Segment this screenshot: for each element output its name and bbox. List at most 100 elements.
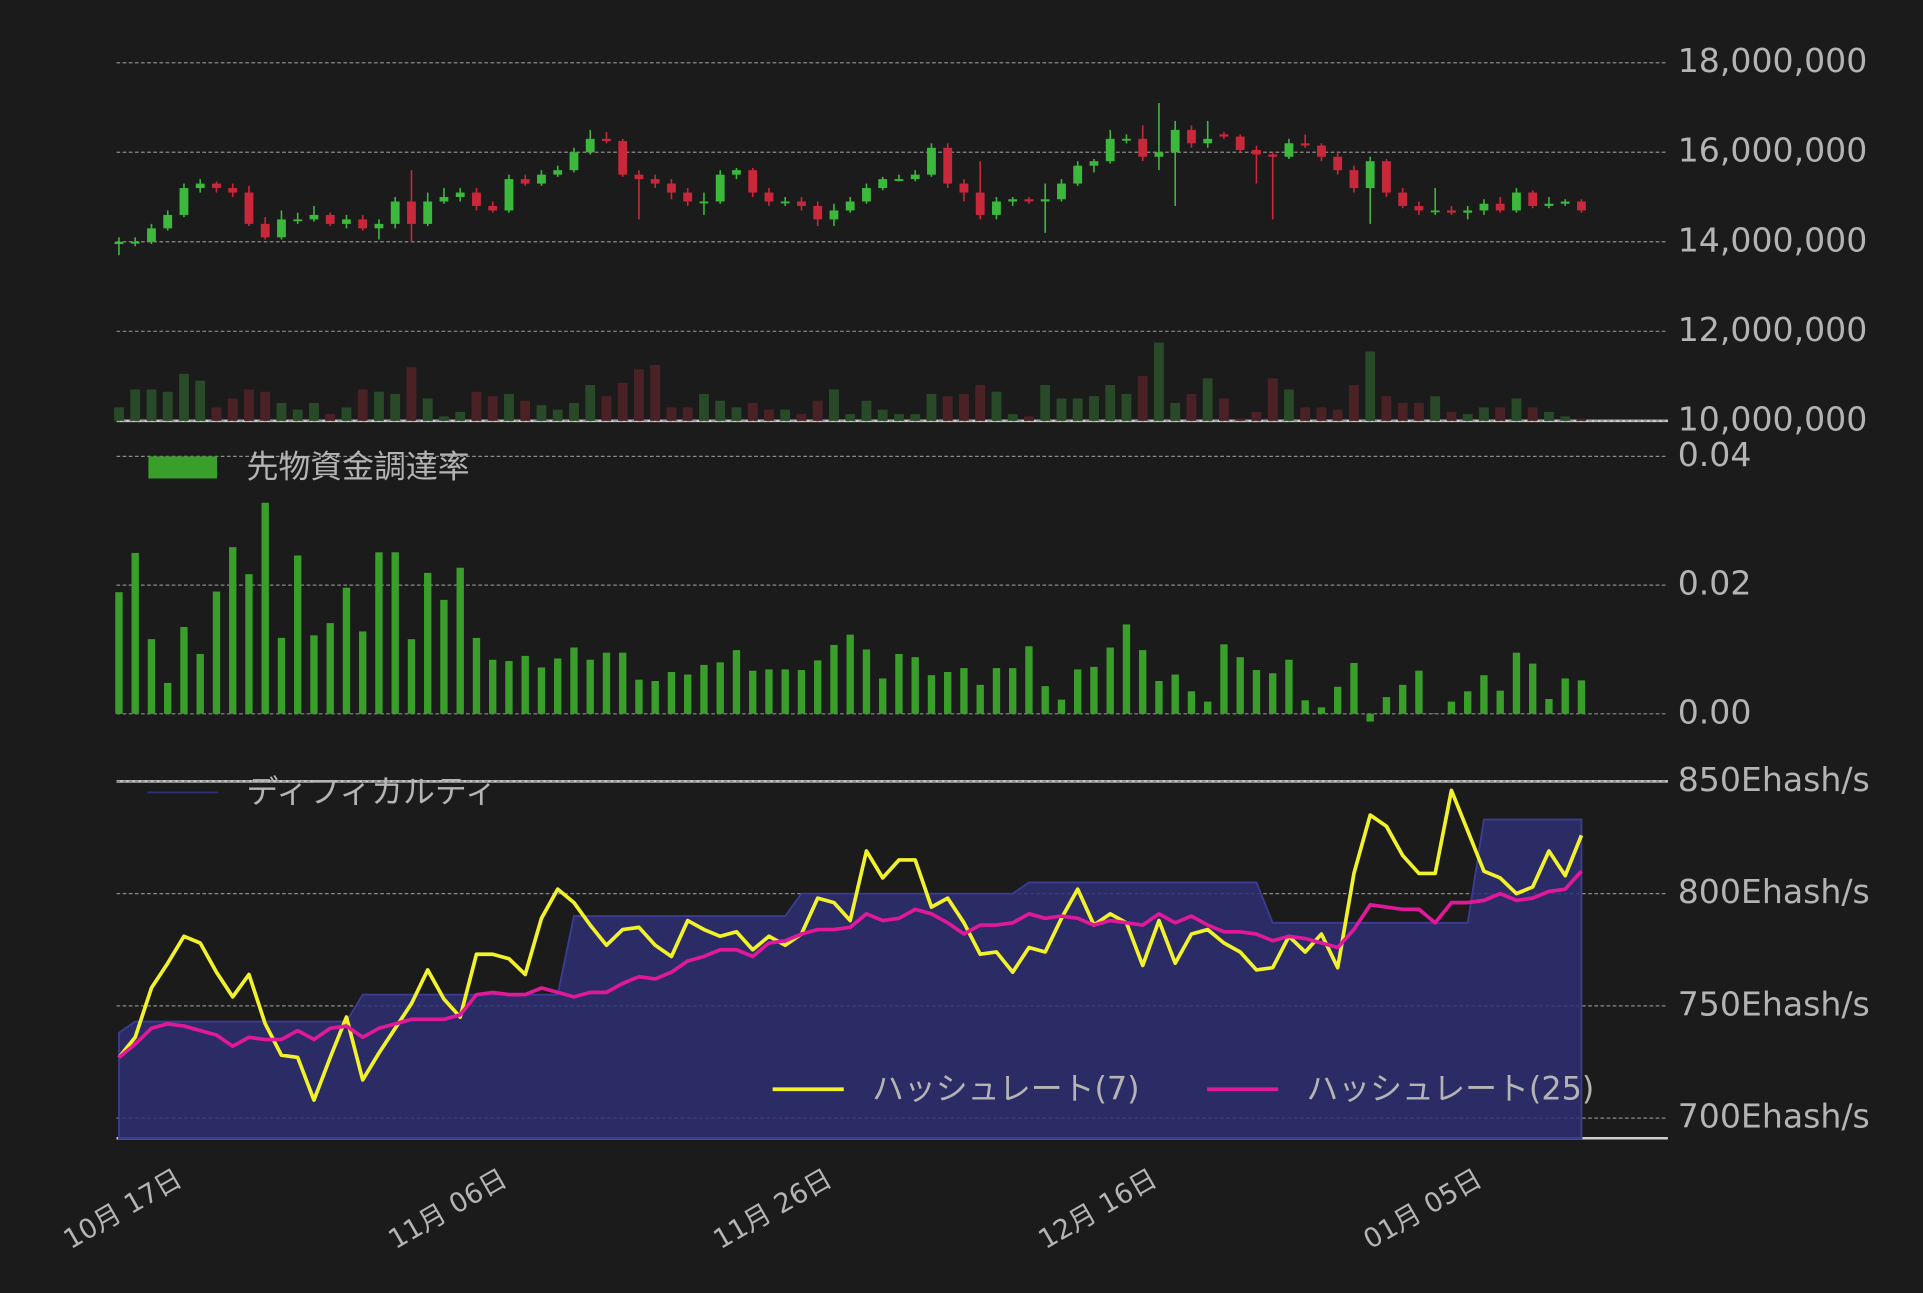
volume-bar <box>146 389 157 421</box>
line <box>117 788 1584 1102</box>
volume-bar <box>1300 407 1311 421</box>
bar <box>554 658 562 714</box>
y-tick-label: 800Ehash/s <box>1678 872 1870 911</box>
volume-bar <box>812 400 823 421</box>
candle-body <box>764 192 774 202</box>
volume-bar <box>617 382 628 421</box>
volume-bar <box>1251 411 1262 421</box>
candle-body <box>163 214 173 229</box>
bar <box>1009 668 1017 714</box>
candle-body <box>1073 165 1083 184</box>
legend-label: ディフィカルティ <box>247 773 497 811</box>
volume-bar <box>406 367 417 421</box>
candle-body <box>423 201 433 224</box>
bar <box>830 644 838 714</box>
candle-body <box>602 138 611 142</box>
bar <box>667 671 676 714</box>
bar <box>1139 650 1147 714</box>
bar <box>375 552 383 714</box>
bar <box>196 653 204 714</box>
volume-bar <box>292 409 303 421</box>
bar <box>635 679 643 714</box>
bar <box>1399 684 1407 714</box>
bar <box>1496 690 1504 714</box>
candle-body <box>1495 203 1505 211</box>
candle-body <box>1447 210 1456 213</box>
candle-body <box>1349 170 1359 189</box>
bar <box>1155 680 1163 714</box>
volume-bar <box>1170 402 1181 421</box>
volume-bar <box>585 385 596 421</box>
y-tick-label: 0.00 <box>1678 692 1752 731</box>
candle-body <box>374 223 384 229</box>
candle-body <box>293 219 303 222</box>
volume-bar <box>910 414 921 421</box>
y-tick-label: 12,000,000 <box>1678 310 1868 349</box>
bar <box>164 682 172 714</box>
bar <box>765 669 773 714</box>
candle-body <box>1398 192 1408 206</box>
bar <box>749 670 757 714</box>
volume-bar <box>114 407 124 421</box>
bar <box>1106 647 1114 714</box>
bar <box>879 678 887 714</box>
bar <box>814 660 822 714</box>
bar <box>1415 670 1423 714</box>
candle-body <box>845 201 855 211</box>
volume-bar <box>1462 414 1473 421</box>
bar <box>1431 713 1439 714</box>
bar <box>1301 700 1309 714</box>
candle-body <box>1577 201 1586 211</box>
volume-bar <box>162 391 173 421</box>
volume-bar <box>1511 398 1522 421</box>
candle-body <box>1008 199 1018 202</box>
bar <box>1480 675 1488 714</box>
bar <box>927 675 936 714</box>
candle-body <box>342 219 351 224</box>
candle-body <box>1463 210 1473 213</box>
candle-body <box>1203 138 1213 144</box>
bar <box>489 659 497 714</box>
legend-label: ハッシュレート(25) <box>1306 1069 1594 1107</box>
bar <box>1122 624 1131 714</box>
volume-bar <box>1446 411 1457 421</box>
bar <box>147 639 156 714</box>
volume-bar <box>1381 396 1392 421</box>
volume-bar <box>1576 418 1587 421</box>
volume-bar <box>422 398 433 421</box>
volume-bar <box>796 414 807 421</box>
bar <box>521 655 529 714</box>
y-tick-label: 0.04 <box>1678 435 1752 474</box>
bar <box>862 649 871 714</box>
volume-bar <box>682 407 693 421</box>
volume-bar <box>942 396 953 421</box>
y-tick-label: 850Ehash/s <box>1678 760 1870 799</box>
bar <box>1171 674 1179 714</box>
volume-bar <box>666 407 677 421</box>
volume-bar <box>504 393 514 421</box>
volume-bar <box>227 398 238 421</box>
volume-bar <box>325 414 336 421</box>
bar <box>440 599 448 714</box>
volume-bar <box>357 389 368 421</box>
bar <box>1366 713 1374 722</box>
volume-bar <box>601 396 612 421</box>
volume-bar <box>1024 416 1034 421</box>
y-tick-label: 0.02 <box>1678 564 1752 603</box>
volume-bar <box>715 400 726 421</box>
volume-bar <box>439 416 449 421</box>
bar <box>407 639 416 714</box>
bar <box>797 670 806 714</box>
bar <box>716 662 724 714</box>
bar <box>245 574 253 714</box>
y-tick-label: 10,000,000 <box>1678 399 1868 438</box>
candle-body <box>943 147 953 184</box>
candle-body <box>699 201 709 204</box>
candle-body <box>1040 199 1050 202</box>
candle-body <box>650 179 660 184</box>
volume-bar <box>1495 407 1506 421</box>
candle-body <box>147 228 156 242</box>
volume-bar <box>211 407 222 421</box>
volume-bar <box>1040 385 1051 421</box>
